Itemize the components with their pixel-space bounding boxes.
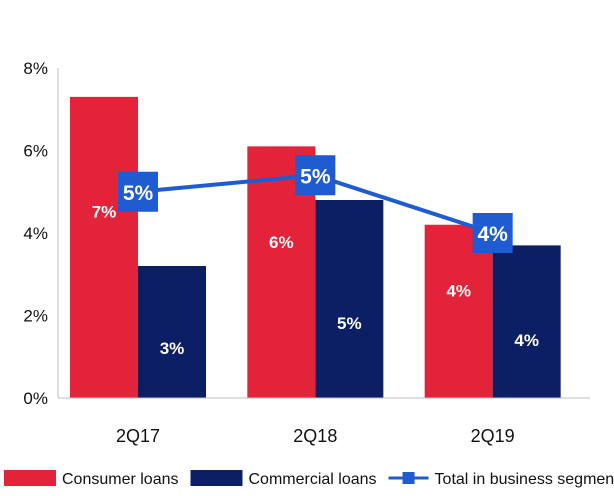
bar-commercial-loans [492,245,561,398]
bar-data-label: 6% [269,233,294,252]
x-tick-label: 2Q19 [471,426,515,446]
y-axis: 0% 2% 4% 6% 8% [23,59,59,408]
legend-swatch [190,470,243,486]
legend-label: Commercial loans [249,471,377,488]
bar-consumer-loans [70,96,138,398]
legend: Consumer loans Commercial loans Total in b… [4,470,614,488]
x-tick-label: 2Q18 [293,426,337,446]
total-line-marker [472,213,513,253]
bar-data-label: 3% [160,339,185,358]
legend-swatch [4,470,56,486]
bar-data-label: 7% [92,202,117,221]
bar-commercial-loans [138,266,206,398]
bar-data-label: 4% [446,282,471,301]
legend-label: Total in business segments [435,471,614,488]
x-axis: 2Q17 2Q18 2Q19 [58,397,590,446]
bar-labels: 7% 3% 6% 5% 4% 4% [92,202,539,358]
bar-data-label: 4% [514,331,539,350]
y-tick-label: 0% [23,389,48,408]
legend-marker [402,472,415,484]
y-tick-label: 4% [23,224,48,243]
x-tick-label: 2Q17 [116,426,160,446]
total-line-marker [118,171,158,212]
bar-commercial-loans [315,200,384,398]
total-line: 5% 5% 4% [118,155,513,253]
bar-data-label: 5% [337,314,362,333]
y-tick-label: 6% [23,142,48,161]
total-line-label: 5% [123,182,154,205]
y-tick-label: 8% [23,59,48,78]
total-line-label: 4% [477,223,508,246]
bar-consumer-loans [424,224,493,398]
total-line-marker [295,155,336,196]
y-tick-label: 2% [23,307,48,326]
total-line-label: 5% [300,165,331,188]
bars [70,96,561,398]
legend-label: Consumer loans [62,471,179,488]
